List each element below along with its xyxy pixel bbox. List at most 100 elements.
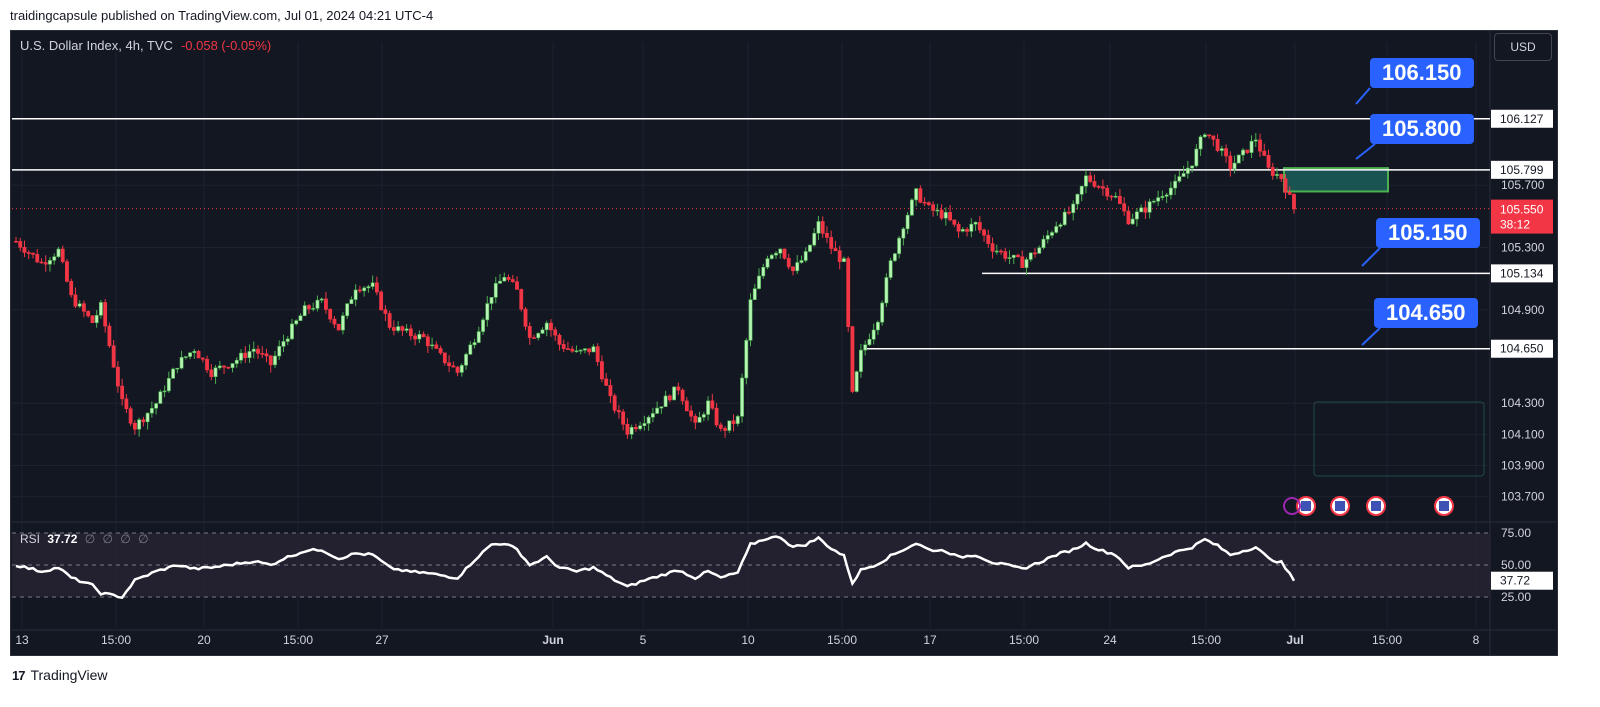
candle-body bbox=[926, 202, 931, 205]
candle-body bbox=[812, 232, 817, 246]
level-price-label: 104.650 bbox=[1500, 342, 1544, 356]
price-tick-label: 104.900 bbox=[1501, 303, 1545, 317]
candle-body bbox=[684, 400, 689, 412]
rsi-placeholders: ∅ ∅ ∅ ∅ bbox=[84, 532, 151, 546]
candle-body bbox=[799, 260, 804, 263]
candle-body bbox=[667, 395, 672, 401]
candle-body bbox=[213, 367, 218, 377]
candle-body bbox=[825, 233, 829, 238]
candle-body bbox=[931, 204, 936, 211]
candle-body bbox=[294, 320, 299, 325]
candle-body bbox=[298, 315, 303, 321]
candle-body bbox=[553, 329, 558, 336]
candle-body bbox=[413, 335, 418, 340]
time-tick-label: 15:00 bbox=[1191, 633, 1221, 647]
candle-body bbox=[1084, 175, 1088, 187]
candle-body bbox=[247, 351, 252, 359]
candle-body bbox=[1292, 194, 1296, 210]
candle-body bbox=[52, 256, 57, 261]
candle-body bbox=[285, 338, 290, 342]
candle-body bbox=[646, 416, 651, 424]
candle-body bbox=[629, 426, 634, 435]
candle-body bbox=[697, 416, 702, 423]
candle-body bbox=[1275, 174, 1279, 176]
candle-body bbox=[396, 326, 401, 331]
candle-body bbox=[1024, 259, 1029, 268]
candle-body bbox=[1118, 195, 1122, 204]
time-tick-label: 17 bbox=[923, 633, 937, 647]
candle-body bbox=[14, 240, 18, 243]
candle-body bbox=[451, 365, 456, 368]
currency-button[interactable]: USD bbox=[1494, 33, 1552, 61]
candle-body bbox=[438, 348, 443, 354]
time-tick-label: 15:00 bbox=[101, 633, 131, 647]
candle-body bbox=[527, 326, 532, 338]
candle-body bbox=[532, 337, 536, 339]
candle-body bbox=[345, 303, 350, 317]
candle-body bbox=[808, 244, 812, 252]
candle-body bbox=[816, 221, 821, 234]
callout-105150: 105.150 bbox=[1376, 218, 1480, 248]
candle-body bbox=[205, 358, 209, 371]
candle-body bbox=[226, 366, 231, 369]
candle-body bbox=[400, 326, 405, 331]
candle-body bbox=[196, 350, 201, 359]
rsi-tick-label: 75.00 bbox=[1501, 526, 1531, 540]
candle-body bbox=[1147, 201, 1152, 213]
candle-body bbox=[358, 289, 362, 292]
candle-body bbox=[1283, 178, 1288, 193]
candle-body bbox=[268, 355, 273, 366]
candle-body bbox=[107, 325, 112, 347]
price-axis: 105.700 105.300 104.900 104.300 104.100 103.9… bbox=[1491, 109, 1553, 504]
rsi-current-label: 37.72 bbox=[1500, 574, 1530, 588]
candle-body bbox=[379, 291, 384, 311]
candle-body bbox=[735, 416, 740, 424]
tradingview-footer[interactable]: 17 TradingView bbox=[12, 667, 108, 683]
price-tick-label: 104.300 bbox=[1501, 396, 1545, 410]
candle-body bbox=[994, 250, 999, 253]
candle-body bbox=[1245, 149, 1250, 153]
candle-body bbox=[510, 279, 515, 283]
candle-body bbox=[854, 371, 859, 392]
candle-body bbox=[1033, 252, 1037, 255]
candle-body bbox=[188, 352, 192, 357]
candle-body bbox=[192, 350, 197, 354]
candle-body bbox=[43, 262, 48, 265]
candle-body bbox=[561, 344, 566, 349]
candle-body bbox=[960, 229, 965, 232]
candle-body bbox=[884, 277, 889, 304]
us-flag-icon bbox=[1371, 501, 1381, 511]
candle-body bbox=[765, 258, 770, 268]
candle-body bbox=[820, 221, 825, 234]
candle-body bbox=[111, 345, 116, 368]
candle-body bbox=[803, 251, 808, 261]
candle-body bbox=[349, 299, 354, 305]
candle-body bbox=[476, 331, 481, 343]
candle-body bbox=[141, 419, 146, 423]
candle-body bbox=[1181, 173, 1186, 177]
candle-body bbox=[1143, 207, 1148, 213]
time-axis: 13 15:00 20 15:00 27 Jun 5 10 15:00 17 15:00 24 15:0… bbox=[15, 633, 1479, 647]
candle-body bbox=[1016, 254, 1020, 258]
tradingview-logo-icon: 17 bbox=[12, 667, 26, 683]
candle-body bbox=[1258, 139, 1262, 152]
rsi-tick-label: 25.00 bbox=[1501, 590, 1531, 604]
candle-body bbox=[638, 425, 643, 430]
candle-body bbox=[137, 419, 142, 430]
candle-body bbox=[901, 228, 906, 239]
candle-body bbox=[850, 326, 855, 392]
candle-body bbox=[536, 333, 541, 339]
candle-body bbox=[710, 400, 715, 409]
candle-body bbox=[328, 309, 333, 320]
candle-body bbox=[1224, 148, 1228, 157]
candle-body bbox=[132, 422, 137, 430]
candle-body bbox=[1126, 210, 1131, 225]
rsi-current-tag bbox=[1491, 571, 1553, 590]
candle-body bbox=[307, 305, 311, 310]
candle-body bbox=[243, 352, 248, 359]
candle-body bbox=[366, 286, 371, 289]
candle-body bbox=[1270, 167, 1275, 176]
time-tick-label: 15:00 bbox=[1009, 633, 1039, 647]
time-tick-label: 13 bbox=[15, 633, 29, 647]
